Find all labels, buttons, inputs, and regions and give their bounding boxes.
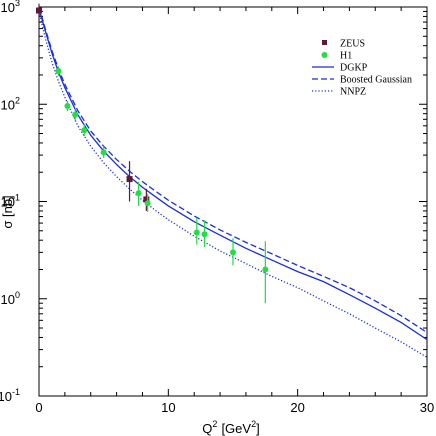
h1-point	[230, 249, 236, 256]
h1-point	[135, 190, 142, 197]
legend-label-boosted-gaussian: Boosted Gaussian	[340, 75, 412, 86]
plot-frame	[38, 6, 428, 397]
legend-label-nnpz: NNPZ	[340, 87, 366, 98]
x-axis-title-sup: 2	[212, 419, 217, 429]
y-tick-label: 100	[1, 290, 20, 307]
curve-boosted-gaussian	[38, 6, 428, 334]
h1-point	[193, 229, 200, 236]
zeus-point	[36, 7, 42, 14]
h1-point	[72, 111, 79, 118]
axis-ticks: 0 10 20 30 10-1 100 101 102 103	[0, 0, 434, 415]
curves	[38, 6, 428, 358]
x-axis-title-unit: [GeV	[221, 421, 251, 436]
y-tick-label: 101	[1, 193, 20, 210]
legend-marker-zeus	[322, 40, 327, 45]
y-tick-label: 10-1	[0, 387, 20, 404]
legend-label-dgkp: DGKP	[340, 63, 368, 74]
x-tick-label: 20	[290, 400, 304, 415]
h1-point	[64, 102, 71, 109]
data-points	[36, 3, 269, 304]
x-axis-title-main: Q	[202, 421, 212, 436]
curve-nnpz	[38, 11, 428, 358]
h1-point	[81, 127, 88, 134]
curve-dgkp	[38, 8, 428, 341]
zeus-point	[126, 176, 133, 183]
x-axis-title-unit-close: ]	[256, 421, 260, 436]
x-axis-title: Q2 [GeV2]	[202, 419, 259, 436]
h1-point	[201, 231, 208, 238]
h1-point	[55, 67, 62, 74]
h1-point	[262, 266, 269, 273]
x-tick-label: 0	[35, 400, 42, 415]
h1-point	[144, 200, 151, 207]
h1-point	[100, 149, 107, 156]
x-axis-title-unit-sup: 2	[251, 419, 256, 429]
x-tick-label: 30	[420, 400, 434, 415]
y-axis-title: σ [nb]	[0, 195, 15, 228]
y-tick-label: 103	[1, 0, 20, 15]
legend-marker-h1	[321, 52, 328, 58]
plot-area	[38, 6, 428, 397]
y-tick-label: 102	[1, 95, 20, 112]
legend-label-h1: H1	[340, 51, 352, 62]
x-tick-label: 10	[161, 400, 175, 415]
legend-label-zeus: ZEUS	[340, 39, 365, 50]
zeus-point	[143, 196, 150, 203]
